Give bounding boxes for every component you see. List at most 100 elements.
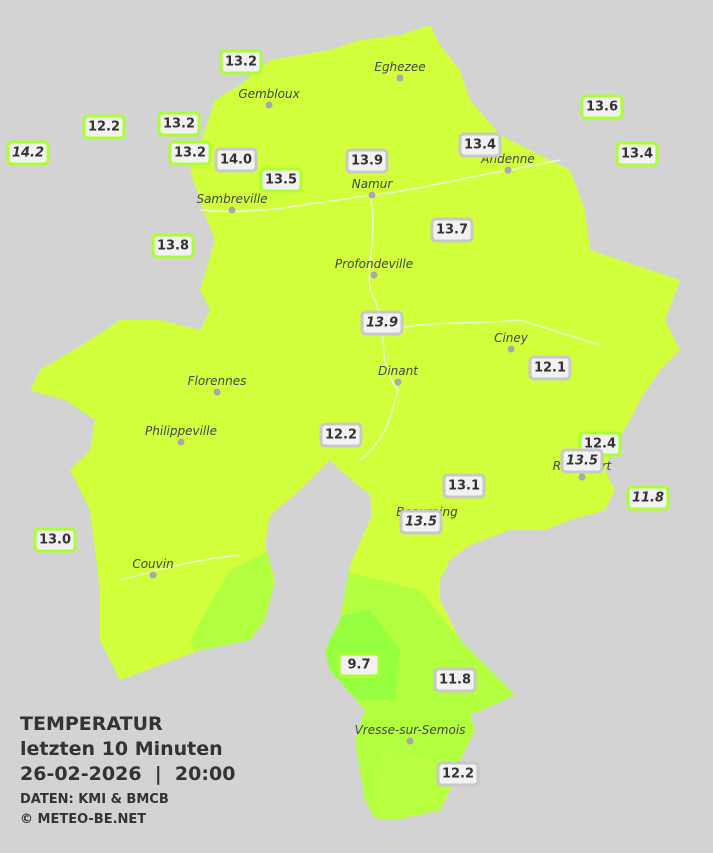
station: 13.2 (219, 49, 263, 75)
city-label: Dinant (378, 364, 419, 378)
station-box (6, 140, 50, 166)
station-box (33, 527, 77, 553)
station-value: 13.4 (621, 147, 653, 162)
station: 11.8 (626, 485, 670, 511)
station: 13.1 (442, 473, 486, 499)
city-dot (368, 191, 376, 199)
station-box (626, 485, 670, 511)
city-dot (396, 74, 404, 82)
city-label: Couvin (132, 557, 173, 571)
station-value: 12.2 (88, 120, 120, 135)
station-box (436, 761, 480, 787)
station-box (360, 310, 404, 336)
station-box (560, 448, 604, 474)
city-label: Profondeville (335, 257, 413, 271)
legend-datetime: 26-02-2026 | 20:00 (20, 763, 235, 785)
station-box (219, 49, 263, 75)
station: 13.4 (615, 141, 659, 167)
station-value: 12.4 (584, 437, 616, 452)
station-box (528, 355, 572, 381)
station-box (319, 422, 363, 448)
station-value: 13.9 (366, 316, 398, 331)
station: 14.2 (6, 140, 50, 166)
legend-subtitle: letzten 10 Minuten (20, 738, 223, 760)
station: 12.1 (528, 355, 572, 381)
station-value: 9.7 (347, 658, 370, 673)
station-box (337, 652, 381, 678)
station-box (580, 94, 624, 120)
station: 12.2 (82, 114, 126, 140)
station-box (259, 167, 303, 193)
station-value: 13.4 (464, 138, 496, 153)
station-value: 13.5 (566, 454, 598, 469)
station: 9.7 (337, 652, 381, 678)
station-value: 13.8 (157, 239, 189, 254)
legend-copyright: © METEO-BE.NET (20, 812, 146, 827)
station: 13.2 (168, 140, 212, 166)
station-value: 12.1 (534, 361, 566, 376)
station-value: 13.2 (174, 146, 206, 161)
temperature-zones (190, 550, 520, 820)
city-label: Gembloux (238, 87, 300, 101)
station-value: 13.0 (39, 533, 71, 548)
station: 13.2 (157, 111, 201, 137)
city-dot (394, 378, 402, 386)
station-value: 13.5 (265, 173, 297, 188)
station-value: 13.6 (586, 100, 618, 115)
station-box (82, 114, 126, 140)
station-value: 14.0 (220, 153, 252, 168)
zone (370, 750, 450, 820)
station: 13.5 (259, 167, 303, 193)
city-label: Ciney (494, 331, 529, 345)
station-value: 12.2 (325, 428, 357, 443)
station: 13.8 (151, 233, 195, 259)
city-label: Florennes (188, 374, 247, 388)
station-box (345, 148, 389, 174)
station-value: 13.2 (225, 55, 257, 70)
station-value: 13.9 (351, 154, 383, 169)
city-dot (578, 473, 586, 481)
station-box (615, 141, 659, 167)
city-label: Vresse-sur-Semois (355, 723, 466, 737)
station-box (433, 667, 477, 693)
city-dot (406, 737, 414, 745)
station: 13.6 (580, 94, 624, 120)
station: 13.9 (345, 148, 389, 174)
city-dot (265, 101, 273, 109)
city-dot (370, 271, 378, 279)
city-dot (228, 206, 236, 214)
station-box (458, 132, 502, 158)
station-box (151, 233, 195, 259)
station-value: 13.2 (163, 117, 195, 132)
station-value: 13.1 (448, 479, 480, 494)
city-dot (177, 438, 185, 446)
legend-source: DATEN: KMI & BMCB (20, 792, 169, 807)
city-label: Eghezee (374, 60, 425, 74)
station-box (157, 111, 201, 137)
station-box (442, 473, 486, 499)
station: 13.5 (560, 448, 604, 474)
city-label: Philippeville (145, 424, 217, 438)
city-dot (507, 345, 515, 353)
city-dot (149, 571, 157, 579)
city-label: Namur (352, 177, 394, 191)
station-value: 13.7 (436, 223, 468, 238)
station-box (168, 140, 212, 166)
city-dot (504, 166, 512, 174)
station: 13.4 (458, 132, 502, 158)
station: 12.2 (436, 761, 480, 787)
station-value: 11.8 (439, 673, 471, 688)
legend-title: TEMPERATUR (20, 713, 163, 735)
station: 12.2 (319, 422, 363, 448)
station: 13.0 (33, 527, 77, 553)
station: 13.5 (399, 509, 443, 535)
station-box (214, 147, 258, 173)
station: 13.7 (430, 217, 474, 243)
station-value: 12.2 (442, 767, 474, 782)
station-box (430, 217, 474, 243)
station-value: 14.2 (12, 146, 44, 161)
station-value: 11.8 (632, 491, 664, 506)
city-dot (213, 388, 221, 396)
city-label: Sambreville (196, 192, 267, 206)
